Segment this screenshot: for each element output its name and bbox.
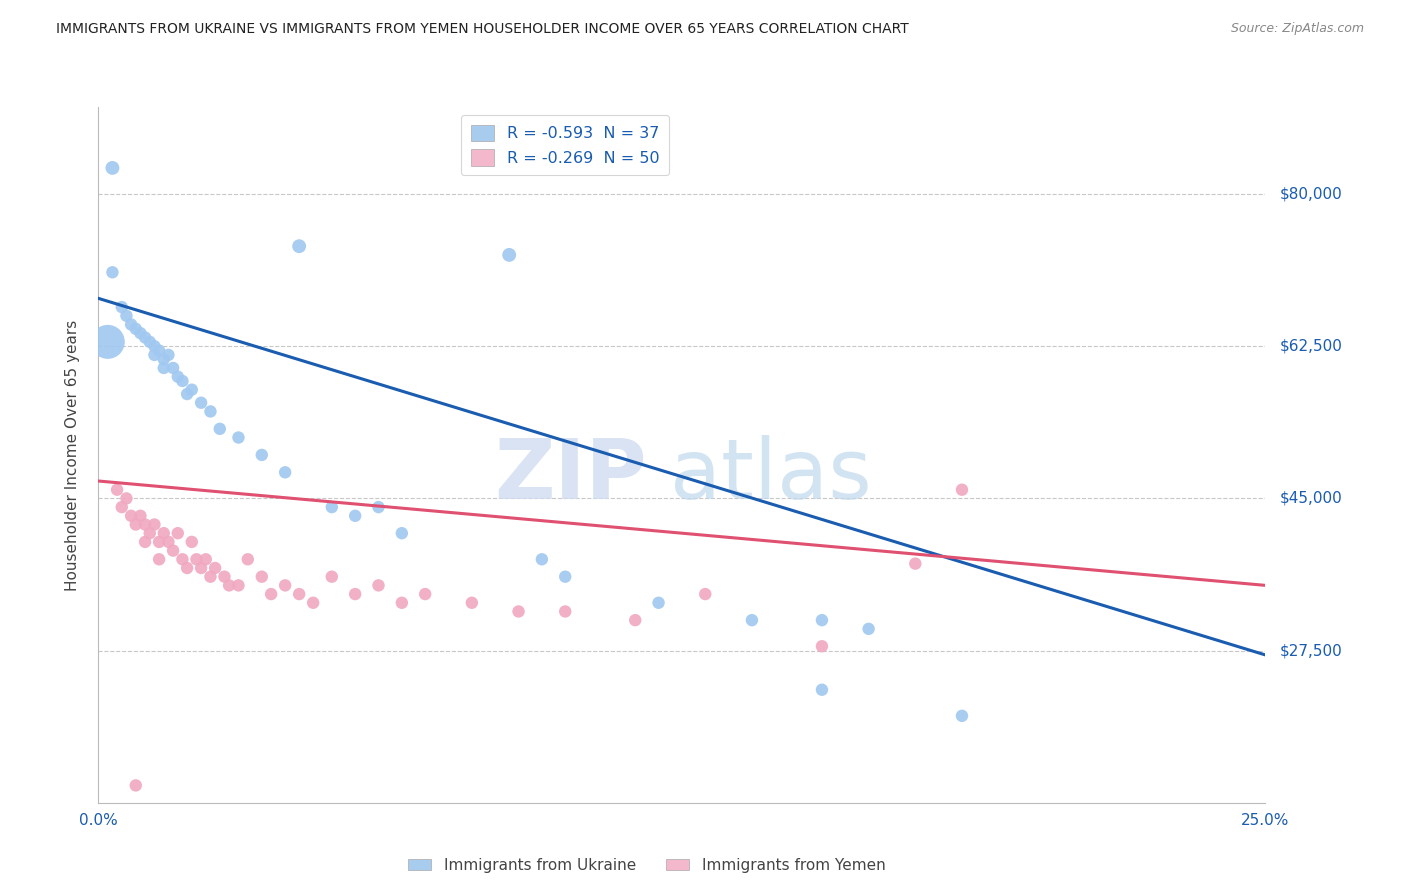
Point bbox=[162, 543, 184, 558]
Point bbox=[176, 387, 198, 401]
Point bbox=[695, 587, 717, 601]
Point bbox=[228, 431, 250, 445]
Point bbox=[101, 265, 124, 279]
Point bbox=[143, 517, 166, 532]
Point bbox=[139, 334, 162, 349]
Point bbox=[647, 596, 669, 610]
Point bbox=[904, 557, 927, 571]
Point bbox=[194, 552, 217, 566]
Point bbox=[391, 526, 413, 541]
Point bbox=[125, 517, 148, 532]
Point bbox=[101, 161, 124, 175]
Point bbox=[367, 578, 389, 592]
Point bbox=[461, 596, 484, 610]
Point bbox=[741, 613, 763, 627]
Point bbox=[176, 561, 198, 575]
Text: ZIP: ZIP bbox=[495, 435, 647, 516]
Point bbox=[105, 483, 128, 497]
Point bbox=[162, 361, 184, 376]
Point bbox=[236, 552, 259, 566]
Point bbox=[288, 587, 311, 601]
Text: $62,500: $62,500 bbox=[1279, 339, 1343, 354]
Point bbox=[115, 309, 138, 323]
Point bbox=[134, 534, 156, 549]
Point bbox=[624, 613, 647, 627]
Point bbox=[125, 778, 148, 792]
Point bbox=[208, 422, 231, 436]
Point bbox=[344, 508, 367, 523]
Point bbox=[111, 500, 134, 514]
Point bbox=[143, 339, 166, 353]
Point bbox=[157, 534, 180, 549]
Text: $45,000: $45,000 bbox=[1279, 491, 1343, 506]
Legend: Immigrants from Ukraine, Immigrants from Yemen: Immigrants from Ukraine, Immigrants from… bbox=[402, 852, 891, 879]
Point bbox=[129, 508, 152, 523]
Point bbox=[391, 596, 413, 610]
Text: atlas: atlas bbox=[671, 435, 872, 516]
Point bbox=[321, 570, 343, 584]
Point bbox=[811, 682, 834, 697]
Point bbox=[950, 483, 973, 497]
Point bbox=[498, 248, 520, 262]
Point bbox=[152, 352, 174, 367]
Point bbox=[148, 534, 170, 549]
Point bbox=[858, 622, 880, 636]
Point bbox=[250, 570, 273, 584]
Point bbox=[120, 508, 142, 523]
Point bbox=[508, 605, 530, 619]
Point bbox=[950, 708, 973, 723]
Point bbox=[97, 334, 120, 349]
Point bbox=[129, 326, 152, 341]
Text: $27,500: $27,500 bbox=[1279, 643, 1343, 658]
Point bbox=[302, 596, 325, 610]
Point bbox=[134, 330, 156, 344]
Point bbox=[152, 526, 174, 541]
Point bbox=[139, 526, 162, 541]
Point bbox=[344, 587, 367, 601]
Point bbox=[321, 500, 343, 514]
Point bbox=[260, 587, 283, 601]
Point bbox=[811, 639, 834, 653]
Point bbox=[157, 348, 180, 362]
Text: $80,000: $80,000 bbox=[1279, 186, 1343, 202]
Point bbox=[120, 318, 142, 332]
Point bbox=[166, 526, 188, 541]
Point bbox=[204, 561, 226, 575]
Point bbox=[148, 552, 170, 566]
Text: IMMIGRANTS FROM UKRAINE VS IMMIGRANTS FROM YEMEN HOUSEHOLDER INCOME OVER 65 YEAR: IMMIGRANTS FROM UKRAINE VS IMMIGRANTS FR… bbox=[56, 22, 910, 37]
Point bbox=[143, 348, 166, 362]
Point bbox=[172, 552, 194, 566]
Point bbox=[152, 361, 174, 376]
Point bbox=[200, 570, 222, 584]
Point bbox=[148, 343, 170, 358]
Point bbox=[180, 534, 202, 549]
Point bbox=[190, 561, 212, 575]
Point bbox=[413, 587, 436, 601]
Point bbox=[250, 448, 273, 462]
Point bbox=[214, 570, 236, 584]
Point bbox=[134, 517, 156, 532]
Point bbox=[172, 374, 194, 388]
Point bbox=[274, 578, 297, 592]
Point bbox=[180, 383, 202, 397]
Point bbox=[186, 552, 208, 566]
Point bbox=[554, 605, 576, 619]
Point bbox=[111, 300, 134, 314]
Point bbox=[367, 500, 389, 514]
Point bbox=[811, 613, 834, 627]
Point bbox=[530, 552, 553, 566]
Point bbox=[218, 578, 240, 592]
Point bbox=[190, 396, 212, 410]
Text: Source: ZipAtlas.com: Source: ZipAtlas.com bbox=[1230, 22, 1364, 36]
Point bbox=[166, 369, 188, 384]
Point bbox=[554, 570, 576, 584]
Point bbox=[274, 466, 297, 480]
Point bbox=[228, 578, 250, 592]
Point bbox=[125, 322, 148, 336]
Point bbox=[115, 491, 138, 506]
Point bbox=[288, 239, 311, 253]
Y-axis label: Householder Income Over 65 years: Householder Income Over 65 years bbox=[65, 319, 80, 591]
Point bbox=[200, 404, 222, 418]
